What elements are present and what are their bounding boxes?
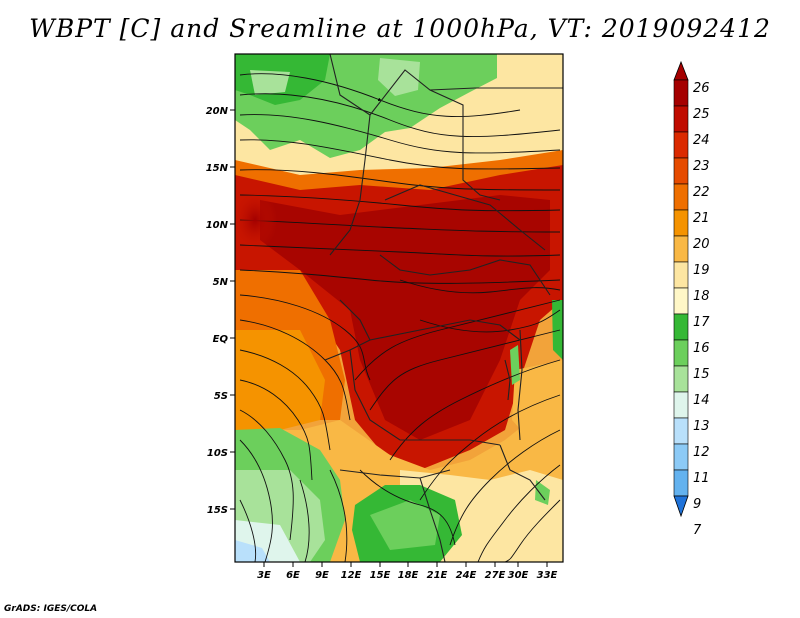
lat-label: 5N [213, 277, 235, 288]
colorbar-label: 23 [693, 159, 710, 174]
grads-credit: GrADS: IGES/COLA [4, 604, 98, 614]
colorbar-label: 26 [693, 81, 710, 96]
lon-label: 6E [286, 562, 300, 581]
svg-text:EQ: EQ [213, 334, 229, 345]
colorbar-swatches [673, 60, 689, 518]
colorbar-swatch [673, 131, 689, 159]
colorbar-label: 22 [693, 185, 710, 200]
colorbar-swatch [673, 105, 689, 133]
colorbar-label: 21 [693, 211, 710, 226]
colorbar-swatch [673, 287, 689, 315]
svg-text:5N: 5N [213, 277, 229, 288]
svg-text:15S: 15S [207, 505, 228, 516]
lat-label: 5S [214, 391, 235, 402]
lon-label: 30E [508, 562, 529, 581]
svg-text:21E: 21E [427, 570, 448, 581]
colorbar-swatch [673, 235, 689, 263]
colorbar-labels: 26 25 24 23 22 21 20 19 18 17 16 15 14 1… [693, 81, 710, 538]
lon-label: 12E [341, 562, 362, 581]
svg-text:10S: 10S [207, 448, 228, 459]
colorbar-label: 14 [693, 393, 710, 408]
colorbar-label: 17 [693, 315, 710, 330]
lat-label: 10S [207, 448, 235, 459]
colorbar-swatch [673, 79, 689, 107]
colorbar-bottom-arrow [673, 495, 689, 518]
map-frame [234, 53, 564, 563]
colorbar-swatch [673, 339, 689, 367]
svg-text:24E: 24E [456, 570, 477, 581]
svg-text:33E: 33E [537, 570, 558, 581]
colorbar-swatch [673, 261, 689, 289]
wbpt-field [235, 54, 563, 562]
colorbar-label: 16 [693, 341, 710, 356]
colorbar-legend: 26 25 24 23 22 21 20 19 18 17 16 15 14 1… [673, 60, 710, 538]
svg-text:3E: 3E [257, 570, 271, 581]
colorbar-label: 25 [693, 107, 710, 122]
colorbar-label: 13 [693, 419, 710, 434]
colorbar-swatch [673, 391, 689, 419]
lon-label: 9E [315, 562, 329, 581]
colorbar-label: 24 [693, 133, 710, 148]
streamlines [239, 73, 561, 562]
colorbar-label: 12 [693, 445, 710, 460]
lat-label: 15S [207, 505, 235, 516]
colorbar-swatch [673, 469, 689, 497]
lon-label: 33E [537, 562, 558, 581]
lon-label: 18E [398, 562, 419, 581]
colorbar-label: 11 [693, 471, 710, 486]
colorbar-top-arrow [673, 60, 689, 81]
chart-title: WBPT [C] and Sreamline at 1000hPa, VT: 2… [29, 14, 771, 43]
lat-label: 20N [206, 106, 235, 117]
country-borders [324, 54, 563, 562]
svg-text:20N: 20N [206, 106, 229, 117]
lon-label: 21E [427, 562, 448, 581]
lat-label: EQ [213, 334, 235, 345]
lon-label: 3E [257, 562, 271, 581]
colorbar-label: 19 [693, 263, 710, 278]
svg-text:27E: 27E [485, 570, 506, 581]
longitude-axis: 3E 6E 9E 12E 15E 18E 21E 24E 27E 30E 33E [257, 562, 558, 581]
svg-text:6E: 6E [286, 570, 300, 581]
svg-text:15N: 15N [206, 163, 229, 174]
colorbar-label: 20 [693, 237, 710, 252]
svg-text:10N: 10N [206, 220, 229, 231]
colorbar-swatch [673, 209, 689, 237]
colorbar-label: 18 [693, 289, 710, 304]
colorbar-swatch [673, 157, 689, 185]
colorbar-label: 7 [693, 523, 702, 538]
colorbar-label: 9 [693, 497, 701, 512]
svg-text:15E: 15E [370, 570, 391, 581]
svg-text:9E: 9E [315, 570, 329, 581]
colorbar-swatch [673, 313, 689, 341]
lon-label: 24E [456, 562, 477, 581]
lon-label: 27E [485, 562, 506, 581]
colorbar-swatch [673, 417, 689, 445]
colorbar-swatch [673, 183, 689, 211]
lon-label: 15E [370, 562, 391, 581]
svg-text:12E: 12E [341, 570, 362, 581]
colorbar-label: 15 [693, 367, 710, 382]
colorbar-swatch [673, 365, 689, 393]
lat-label: 10N [206, 220, 235, 231]
colorbar-swatch [673, 443, 689, 471]
svg-text:18E: 18E [398, 570, 419, 581]
latitude-axis: 20N 15N 10N 5N EQ 5S 10S 15S [206, 106, 235, 516]
svg-text:5S: 5S [214, 391, 228, 402]
lat-label: 15N [206, 163, 235, 174]
svg-text:30E: 30E [508, 570, 529, 581]
